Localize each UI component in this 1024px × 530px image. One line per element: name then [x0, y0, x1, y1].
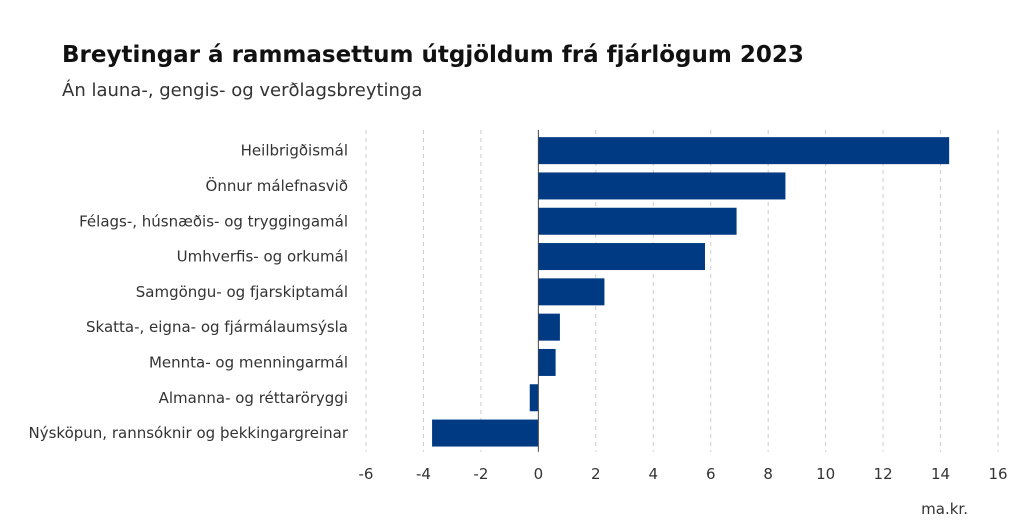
bar [538, 348, 556, 376]
bar [538, 207, 737, 235]
category-label: Umhverfis- og orkumál [177, 248, 348, 266]
x-tick-label: 0 [534, 465, 544, 483]
unit-label: ma.kr. [921, 500, 968, 518]
bar [538, 278, 605, 306]
bar [538, 243, 705, 271]
x-tick-labels: -6 -4 -2 0 2 4 6 8 10 12 14 16 [359, 465, 1008, 483]
bar [529, 384, 539, 412]
x-tick-label: -4 [416, 465, 431, 483]
category-label: Samgöngu- og fjarskiptamál [136, 283, 348, 301]
category-label: Skatta-, eigna- og fjármálaumsýsla [86, 318, 348, 336]
bar [538, 313, 560, 341]
x-tick-label: 2 [591, 465, 601, 483]
category-label: Nýsköpun, rannsóknir og þekkingargreinar [29, 424, 349, 442]
chart-subtitle: Án launa-, gengis- og verðlagsbreytinga [62, 80, 423, 101]
category-label: Heilbrigðismál [241, 142, 348, 160]
category-label: Almanna- og réttaröryggi [159, 389, 348, 407]
bars [432, 137, 950, 447]
x-tick-label: -2 [473, 465, 488, 483]
x-tick-label: 16 [988, 465, 1007, 483]
bar [538, 172, 786, 200]
x-tick-label: 8 [763, 465, 773, 483]
x-tick-label: 12 [874, 465, 893, 483]
x-tick-label: 10 [816, 465, 835, 483]
x-tick-label: -6 [359, 465, 374, 483]
bar [538, 137, 950, 165]
category-label: Önnur málefnasvið [206, 176, 348, 195]
x-tick-label: 6 [706, 465, 716, 483]
category-label: Mennta- og menningarmál [149, 353, 348, 371]
x-tick-label: 4 [648, 465, 658, 483]
chart-title: Breytingar á rammasettum útgjöldum frá f… [62, 42, 804, 68]
category-labels: Heilbrigðismál Önnur málefnasvið Félags-, … [29, 142, 349, 442]
bar [432, 419, 539, 447]
x-tick-label: 14 [931, 465, 950, 483]
category-label: Félags-, húsnæðis- og tryggingamál [79, 212, 348, 230]
